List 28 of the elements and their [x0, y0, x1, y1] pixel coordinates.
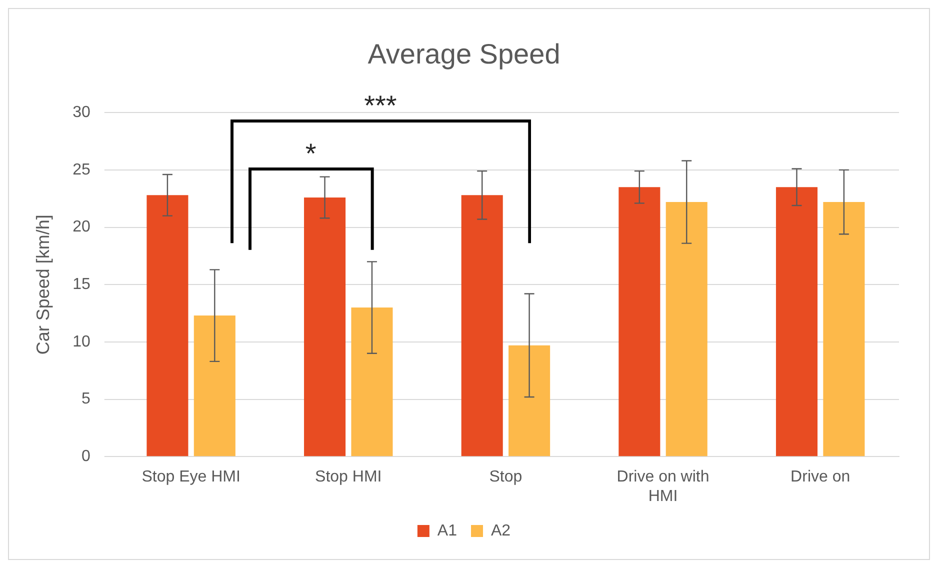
bar: [666, 202, 708, 456]
x-tick-label: Drive on: [790, 468, 850, 486]
bar: [461, 195, 503, 456]
y-tick-label: 10: [72, 333, 90, 350]
y-tick-label: 5: [81, 390, 90, 408]
bar: [823, 202, 865, 456]
chart-title: Average Speed: [368, 38, 560, 70]
y-tick-label: 0: [81, 448, 90, 466]
bar: [146, 195, 188, 456]
x-tick-label: Drive on with HMI: [616, 468, 710, 505]
bar: [304, 197, 346, 456]
annotation: *: [304, 138, 318, 170]
y-tick-label: 15: [72, 276, 90, 294]
bar: [508, 345, 550, 456]
x-tick-label: Stop HMI: [315, 468, 382, 486]
legend-label: A1: [437, 522, 458, 540]
y-tick-label: 20: [72, 218, 90, 236]
y-tick-label: 25: [72, 161, 90, 178]
y-axis-title: Car Speed [km/h]: [32, 214, 53, 355]
x-tick-label: Stop Eye HMI: [142, 468, 240, 486]
legend-label: A2: [491, 522, 511, 540]
x-tick-label: Stop: [489, 468, 522, 486]
y-tick-label: 30: [72, 104, 90, 122]
bar: [351, 308, 393, 456]
bar: [618, 187, 660, 456]
bar: [194, 316, 236, 456]
annotation: ***: [363, 90, 398, 122]
bar: [776, 187, 818, 456]
